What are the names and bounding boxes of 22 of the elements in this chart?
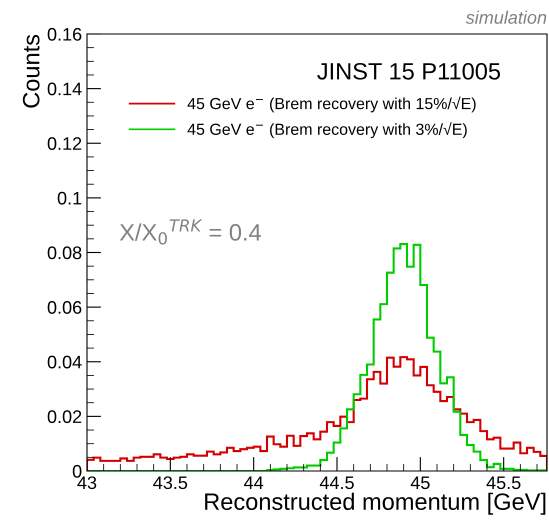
y-tick-label: 0.02 [48,410,82,424]
y-tick-label: 0.14 [48,82,82,96]
text: simulation [466,10,546,24]
legend-label: 45 GeV e$^{−}$ (Brem recovery with 3%/√E) [188,122,467,138]
y-tick-label: 0.08 [48,246,82,260]
x-tick-label: 44.5 [320,476,354,490]
x-tick-label: 43.5 [153,476,188,490]
legend-label: 45 GeV e$^{−}$ (Brem recovery with 15%/√E) [188,96,476,112]
x-tick-label: 43 [77,476,96,490]
y-tick-label: 0.04 [48,356,82,368]
y-tick-label: 0.06 [48,301,82,314]
y-tick-label: 0.1 [58,192,82,205]
y-tick-label: 0 [72,464,82,478]
x-tick-label: 44 [244,476,264,489]
y-axis-title: Counts [22,34,40,108]
y-tick-label: 0.16 [48,28,82,41]
annotation: JINST 15 P11005 [317,62,500,80]
x-tick-label: 45 [410,476,430,490]
y-tick-label: 0.12 [48,137,82,150]
x-axis-title: Reconstructed momentum [GeV] [205,492,546,515]
x-tick-label: 45.5 [486,476,520,490]
annotation: X/X$_{0}$$^{TRK}$ = 0.4 [120,219,261,245]
